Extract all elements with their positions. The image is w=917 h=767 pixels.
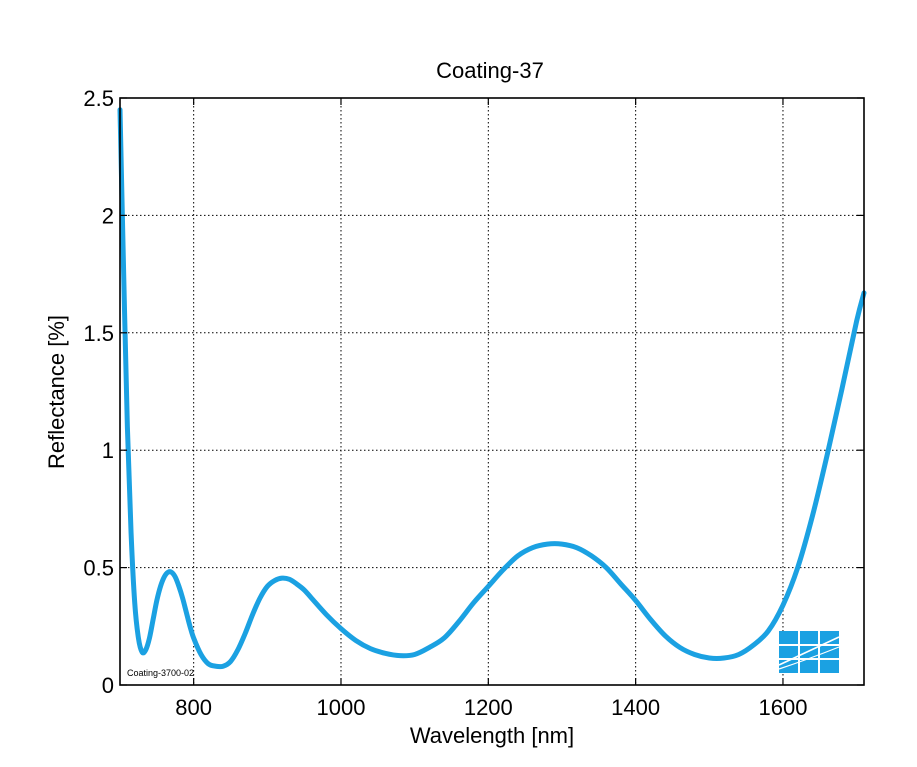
y-tick-label: 1 (102, 438, 114, 463)
chart-title: Coating-37 (436, 58, 544, 83)
y-tick-label: 2.5 (83, 86, 114, 111)
series-lines (117, 107, 867, 670)
logo-curve (778, 636, 840, 666)
y-axis-label: Reflectance [%] (44, 315, 69, 469)
logo-curve (778, 646, 840, 670)
x-tick-label: 1400 (611, 695, 660, 720)
grid-lines (120, 98, 864, 685)
series-line (117, 107, 867, 670)
y-tick-label: 0 (102, 673, 114, 698)
y-tick-label: 1.5 (83, 321, 114, 346)
x-axis-ticks: 800 1000 1200 1400 1600 (175, 98, 807, 720)
plot-frame (119, 97, 865, 686)
y-tick-label: 0.5 (83, 556, 114, 581)
x-tick-label: 1000 (317, 695, 366, 720)
logo-background (779, 631, 839, 673)
y-tick-label: 2 (102, 203, 114, 228)
grid-logo-icon (778, 631, 840, 673)
x-tick-label: 1200 (464, 695, 513, 720)
y-axis-ticks: 0 0.5 1 1.5 2 2.5 (83, 86, 864, 698)
x-tick-label: 1600 (758, 695, 807, 720)
x-tick-label: 800 (175, 695, 212, 720)
x-axis-label: Wavelength [nm] (410, 723, 574, 748)
plot-annotation: Coating-3700-02 (127, 668, 194, 678)
